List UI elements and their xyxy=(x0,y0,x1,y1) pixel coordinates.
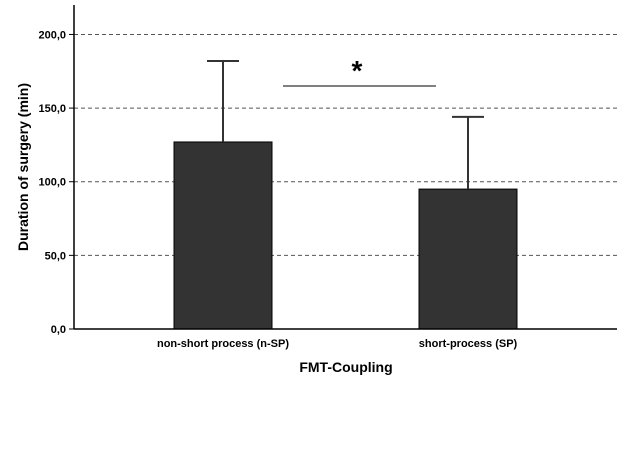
y-axis-title: Duration of surgery (min) xyxy=(15,83,31,251)
bar xyxy=(173,141,273,330)
bar xyxy=(418,188,518,330)
axes xyxy=(73,5,617,330)
x-category-labels: non-short process (n-SP) short-process (S… xyxy=(157,338,518,350)
error-bars xyxy=(207,59,484,190)
y-tick-label: 100,0 xyxy=(38,177,66,189)
significance-asterisk: * xyxy=(352,55,363,86)
y-tick-label: 150,0 xyxy=(38,103,66,115)
bars xyxy=(173,141,518,330)
significance-annotation: * xyxy=(283,55,436,87)
y-tick-label: 200,0 xyxy=(38,29,66,41)
x-tick-label: non-short process (n-SP) xyxy=(157,338,289,350)
x-tick-label: short-process (SP) xyxy=(419,338,518,350)
y-tick-label: 0,0 xyxy=(51,324,66,336)
x-axis-title: FMT-Coupling xyxy=(299,359,392,375)
y-ticks: 0,0 50,0 100,0 150,0 200,0 xyxy=(38,29,74,336)
gridlines xyxy=(74,33,617,256)
y-tick-label: 50,0 xyxy=(45,250,66,262)
